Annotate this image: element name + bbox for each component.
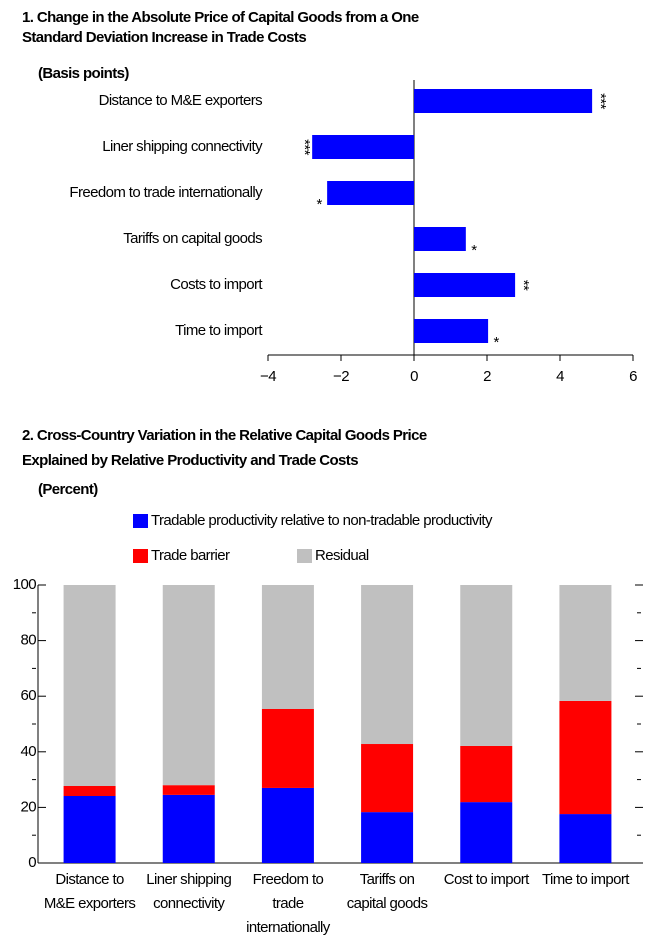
category-label: Costs to import <box>170 276 263 293</box>
bar-segment <box>559 585 612 701</box>
significance: * <box>493 334 499 351</box>
bar-segment <box>361 744 414 813</box>
x-tick-label: 4 <box>556 368 564 385</box>
category-label: Freedom to trade internationally <box>246 871 331 936</box>
category-label: Liner shipping connectivity <box>102 138 263 155</box>
bar-segment <box>162 785 215 795</box>
category-label: Tariffs on capital goods <box>347 871 428 912</box>
y-tick-label: 100 <box>13 576 36 593</box>
bar-segment <box>361 585 414 745</box>
x-tick-label: 2 <box>483 368 491 385</box>
legend-label: Residual <box>315 547 369 564</box>
category-label: Cost to import <box>444 871 530 888</box>
x-tick-label: 0 <box>410 368 418 385</box>
bar-segment <box>460 585 513 746</box>
category-label: Time to import <box>175 322 263 339</box>
bar <box>414 227 466 251</box>
bar-segment <box>460 745 513 803</box>
legend-swatch <box>297 549 312 563</box>
category-label: Distance to M&E exporters <box>99 92 263 109</box>
bar <box>414 89 593 113</box>
legend-swatch <box>133 514 148 528</box>
x-tick-label: −4 <box>260 368 276 385</box>
y-tick-label: 40 <box>21 743 37 760</box>
bar-segment <box>63 585 116 786</box>
bar-segment <box>261 787 314 863</box>
chart-title: 1. Change in the Absolute Price of Capit… <box>22 9 419 46</box>
y-tick-label: 60 <box>21 687 37 704</box>
bar-segment <box>559 700 612 815</box>
category-label: Liner shipping connectivity <box>146 871 231 912</box>
bar-segment <box>361 812 414 863</box>
y-tick-label: 0 <box>28 854 36 871</box>
category-label: Freedom to trade internationally <box>69 184 263 201</box>
category-label: Distance to M&E exporters <box>44 871 135 912</box>
legend-label: Trade barrier <box>151 547 230 564</box>
bar-segment <box>559 814 612 863</box>
bar <box>327 181 414 205</box>
category-label: Tariffs on capital goods <box>123 230 262 247</box>
y-tick-label: 80 <box>21 632 37 649</box>
bar-segment <box>460 802 513 863</box>
bar <box>414 319 489 343</box>
bar-segment <box>261 585 314 709</box>
bar-segment <box>63 785 116 797</box>
legend-label: Tradable productivity relative to non-tr… <box>151 512 493 529</box>
legend-swatch <box>133 549 148 563</box>
bar-segment <box>162 794 215 863</box>
category-label: Time to import <box>542 871 630 888</box>
chart-title: 2. Cross-Country Variation in the Relati… <box>22 427 427 469</box>
bar-segment <box>261 708 314 788</box>
significance: *** <box>592 93 609 109</box>
bar <box>312 135 414 159</box>
bar-segment <box>162 585 215 786</box>
significance: *** <box>296 139 313 155</box>
chart-subtitle: (Basis points) <box>38 65 129 82</box>
bar <box>414 273 516 297</box>
significance: ** <box>515 280 532 291</box>
significance: * <box>471 242 477 259</box>
x-tick-label: 6 <box>629 368 637 385</box>
y-tick-label: 20 <box>21 798 37 815</box>
chart-subtitle: (Percent) <box>38 481 98 498</box>
significance: * <box>317 196 323 213</box>
bar-segment <box>63 796 116 863</box>
x-tick-label: −2 <box>333 368 349 385</box>
